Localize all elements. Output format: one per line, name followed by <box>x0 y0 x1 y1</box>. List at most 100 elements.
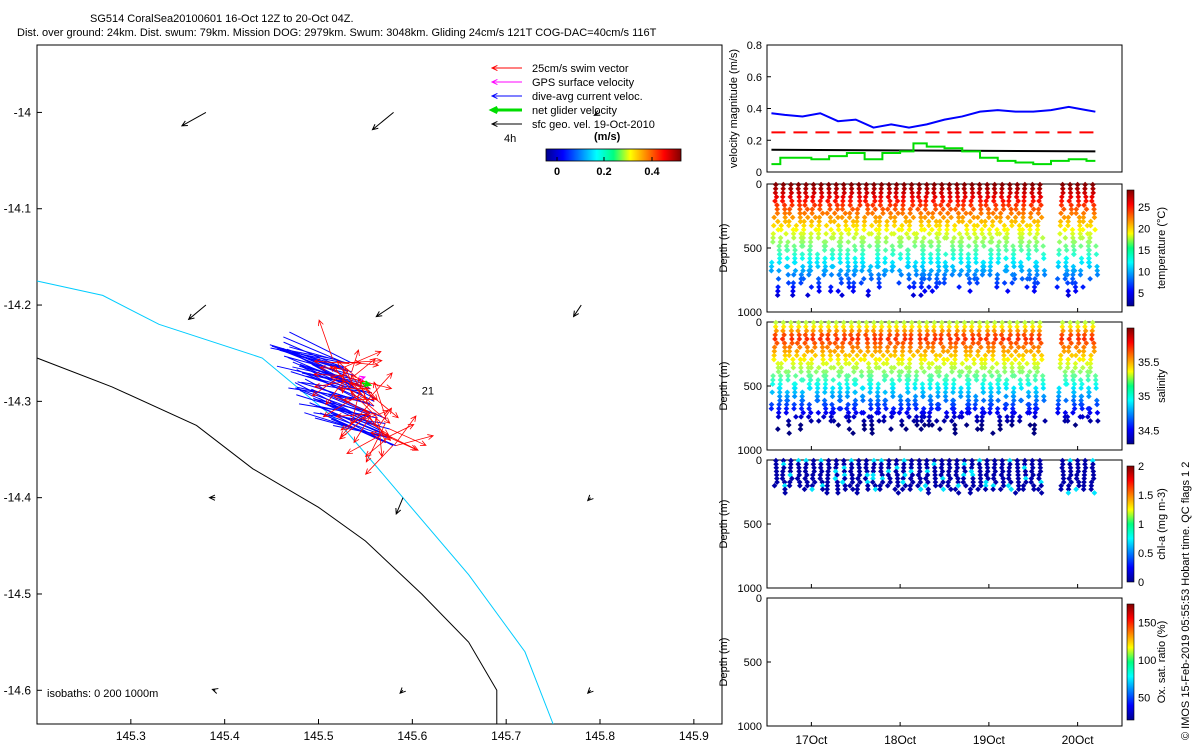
temperature-data-point <box>911 284 917 290</box>
salinity-data-point <box>1019 364 1026 371</box>
salinity-data-point <box>884 348 891 355</box>
chl-a-data-point <box>1060 475 1067 482</box>
salinity-data-point <box>954 319 960 326</box>
chl-a-data-point <box>870 464 877 471</box>
chl-a-data-point <box>786 479 793 485</box>
chl-a-data-point <box>925 490 932 496</box>
temperature-data-point <box>945 202 952 208</box>
temperature-data-point <box>916 185 923 192</box>
chl-a-data-point <box>1035 486 1042 493</box>
temperature-data-point <box>923 181 930 188</box>
temperature-data-point <box>830 230 837 237</box>
salinity-y-tick-label: 500 <box>744 381 762 393</box>
salinity-data-point <box>1075 323 1081 330</box>
salinity-data-point <box>974 426 981 432</box>
salinity-data-point <box>815 377 821 383</box>
temperature-data-point <box>828 226 834 233</box>
chl-a-data-point <box>1081 472 1088 478</box>
temperature-data-point <box>901 181 907 188</box>
chl-a-data-point <box>809 486 815 493</box>
temperature-data-point <box>856 190 863 196</box>
temperature-data-point <box>918 280 925 286</box>
temperature-data-point <box>903 230 910 237</box>
legend-sfc-swatch <box>490 120 522 128</box>
salinity-data-point <box>1029 323 1036 330</box>
chl-a-data-point <box>833 457 840 464</box>
temperature-data-point <box>883 235 890 241</box>
temperature-data-point <box>1006 198 1012 204</box>
salinity-data-point <box>951 364 958 371</box>
chl-a-data-point <box>999 457 1006 464</box>
temperature-data-point <box>842 210 849 217</box>
chl-a-data-point <box>848 457 855 464</box>
temperature-data-point <box>843 222 849 229</box>
temperature-data-point <box>781 202 788 208</box>
temperature-data-point <box>997 218 1004 225</box>
salinity-data-point <box>890 405 897 412</box>
salinity-data-point <box>873 360 879 367</box>
salinity-data-point <box>898 401 904 408</box>
temperature-data-point <box>925 210 932 217</box>
chl-a-data-point <box>773 472 780 478</box>
temperature-data-point <box>936 230 943 237</box>
temperature-data-point <box>1032 263 1039 270</box>
salinity-data-point <box>810 328 816 334</box>
salinity-data-point <box>985 340 992 346</box>
chl-a-data-point <box>975 486 981 493</box>
temperature-data-point <box>896 280 902 286</box>
chl-a-data-point <box>809 482 816 489</box>
salinity-data-point <box>800 377 806 383</box>
salinity-data-point <box>988 389 994 396</box>
temperature-data-point <box>868 276 875 282</box>
temperature-data-point <box>938 181 945 188</box>
salinity-data-point <box>1040 385 1047 392</box>
temperature-data-point <box>817 202 823 208</box>
swim-vector <box>363 408 377 427</box>
salinity-data-point <box>769 381 776 387</box>
salinity-data-point <box>938 336 944 342</box>
temperature-data-point <box>899 222 905 229</box>
chl-a-data-point <box>976 461 983 468</box>
temperature-data-point <box>1094 271 1101 278</box>
salinity-data-point <box>780 319 787 326</box>
temperature-data-point <box>928 243 934 249</box>
chl-a-data-point <box>917 486 924 493</box>
swim-vector <box>389 428 427 446</box>
salinity-data-point <box>1071 389 1077 396</box>
salinity-data-point <box>822 377 829 383</box>
salinity-data-point <box>841 332 848 338</box>
salinity-data-point <box>977 336 984 342</box>
salinity-data-point <box>1071 393 1077 400</box>
temperature-colorbar <box>1126 189 1135 307</box>
salinity-data-point <box>785 418 792 424</box>
salinity-data-point <box>810 332 816 338</box>
temperature-data-point <box>918 284 925 290</box>
salinity-data-point <box>873 356 879 363</box>
temperature-data-point <box>878 181 885 188</box>
chl-a-data-point <box>1065 486 1072 493</box>
chl-a-data-point <box>849 479 856 485</box>
salinity-data-point <box>951 409 957 416</box>
salinity-data-point <box>1042 418 1048 424</box>
salinity-data-point <box>918 352 924 359</box>
swim-vector <box>344 350 382 368</box>
temperature-data-point <box>945 210 951 217</box>
chl-a-data-point <box>855 457 862 464</box>
chl-a-data-point <box>1058 486 1064 493</box>
chl-a-data-point <box>1015 472 1021 478</box>
chl-a-data-point <box>824 490 830 496</box>
salinity-data-point <box>829 389 836 396</box>
salinity-data-point <box>1015 336 1021 342</box>
salinity-data-point <box>974 414 980 420</box>
temperature-data-point <box>942 251 949 258</box>
salinity-data-point <box>798 364 804 371</box>
salinity-data-point <box>1001 356 1007 363</box>
temperature-data-point <box>951 226 958 233</box>
oxygen-y-tick-label: 0 <box>756 593 762 605</box>
salinity-data-point <box>926 418 932 424</box>
salinity-data-point <box>1075 332 1082 338</box>
velocity-y-tick-label: 0.2 <box>747 135 762 147</box>
speed-colorbar <box>545 148 682 162</box>
temperature-data-point <box>874 251 881 258</box>
temperature-data-point <box>770 239 776 245</box>
